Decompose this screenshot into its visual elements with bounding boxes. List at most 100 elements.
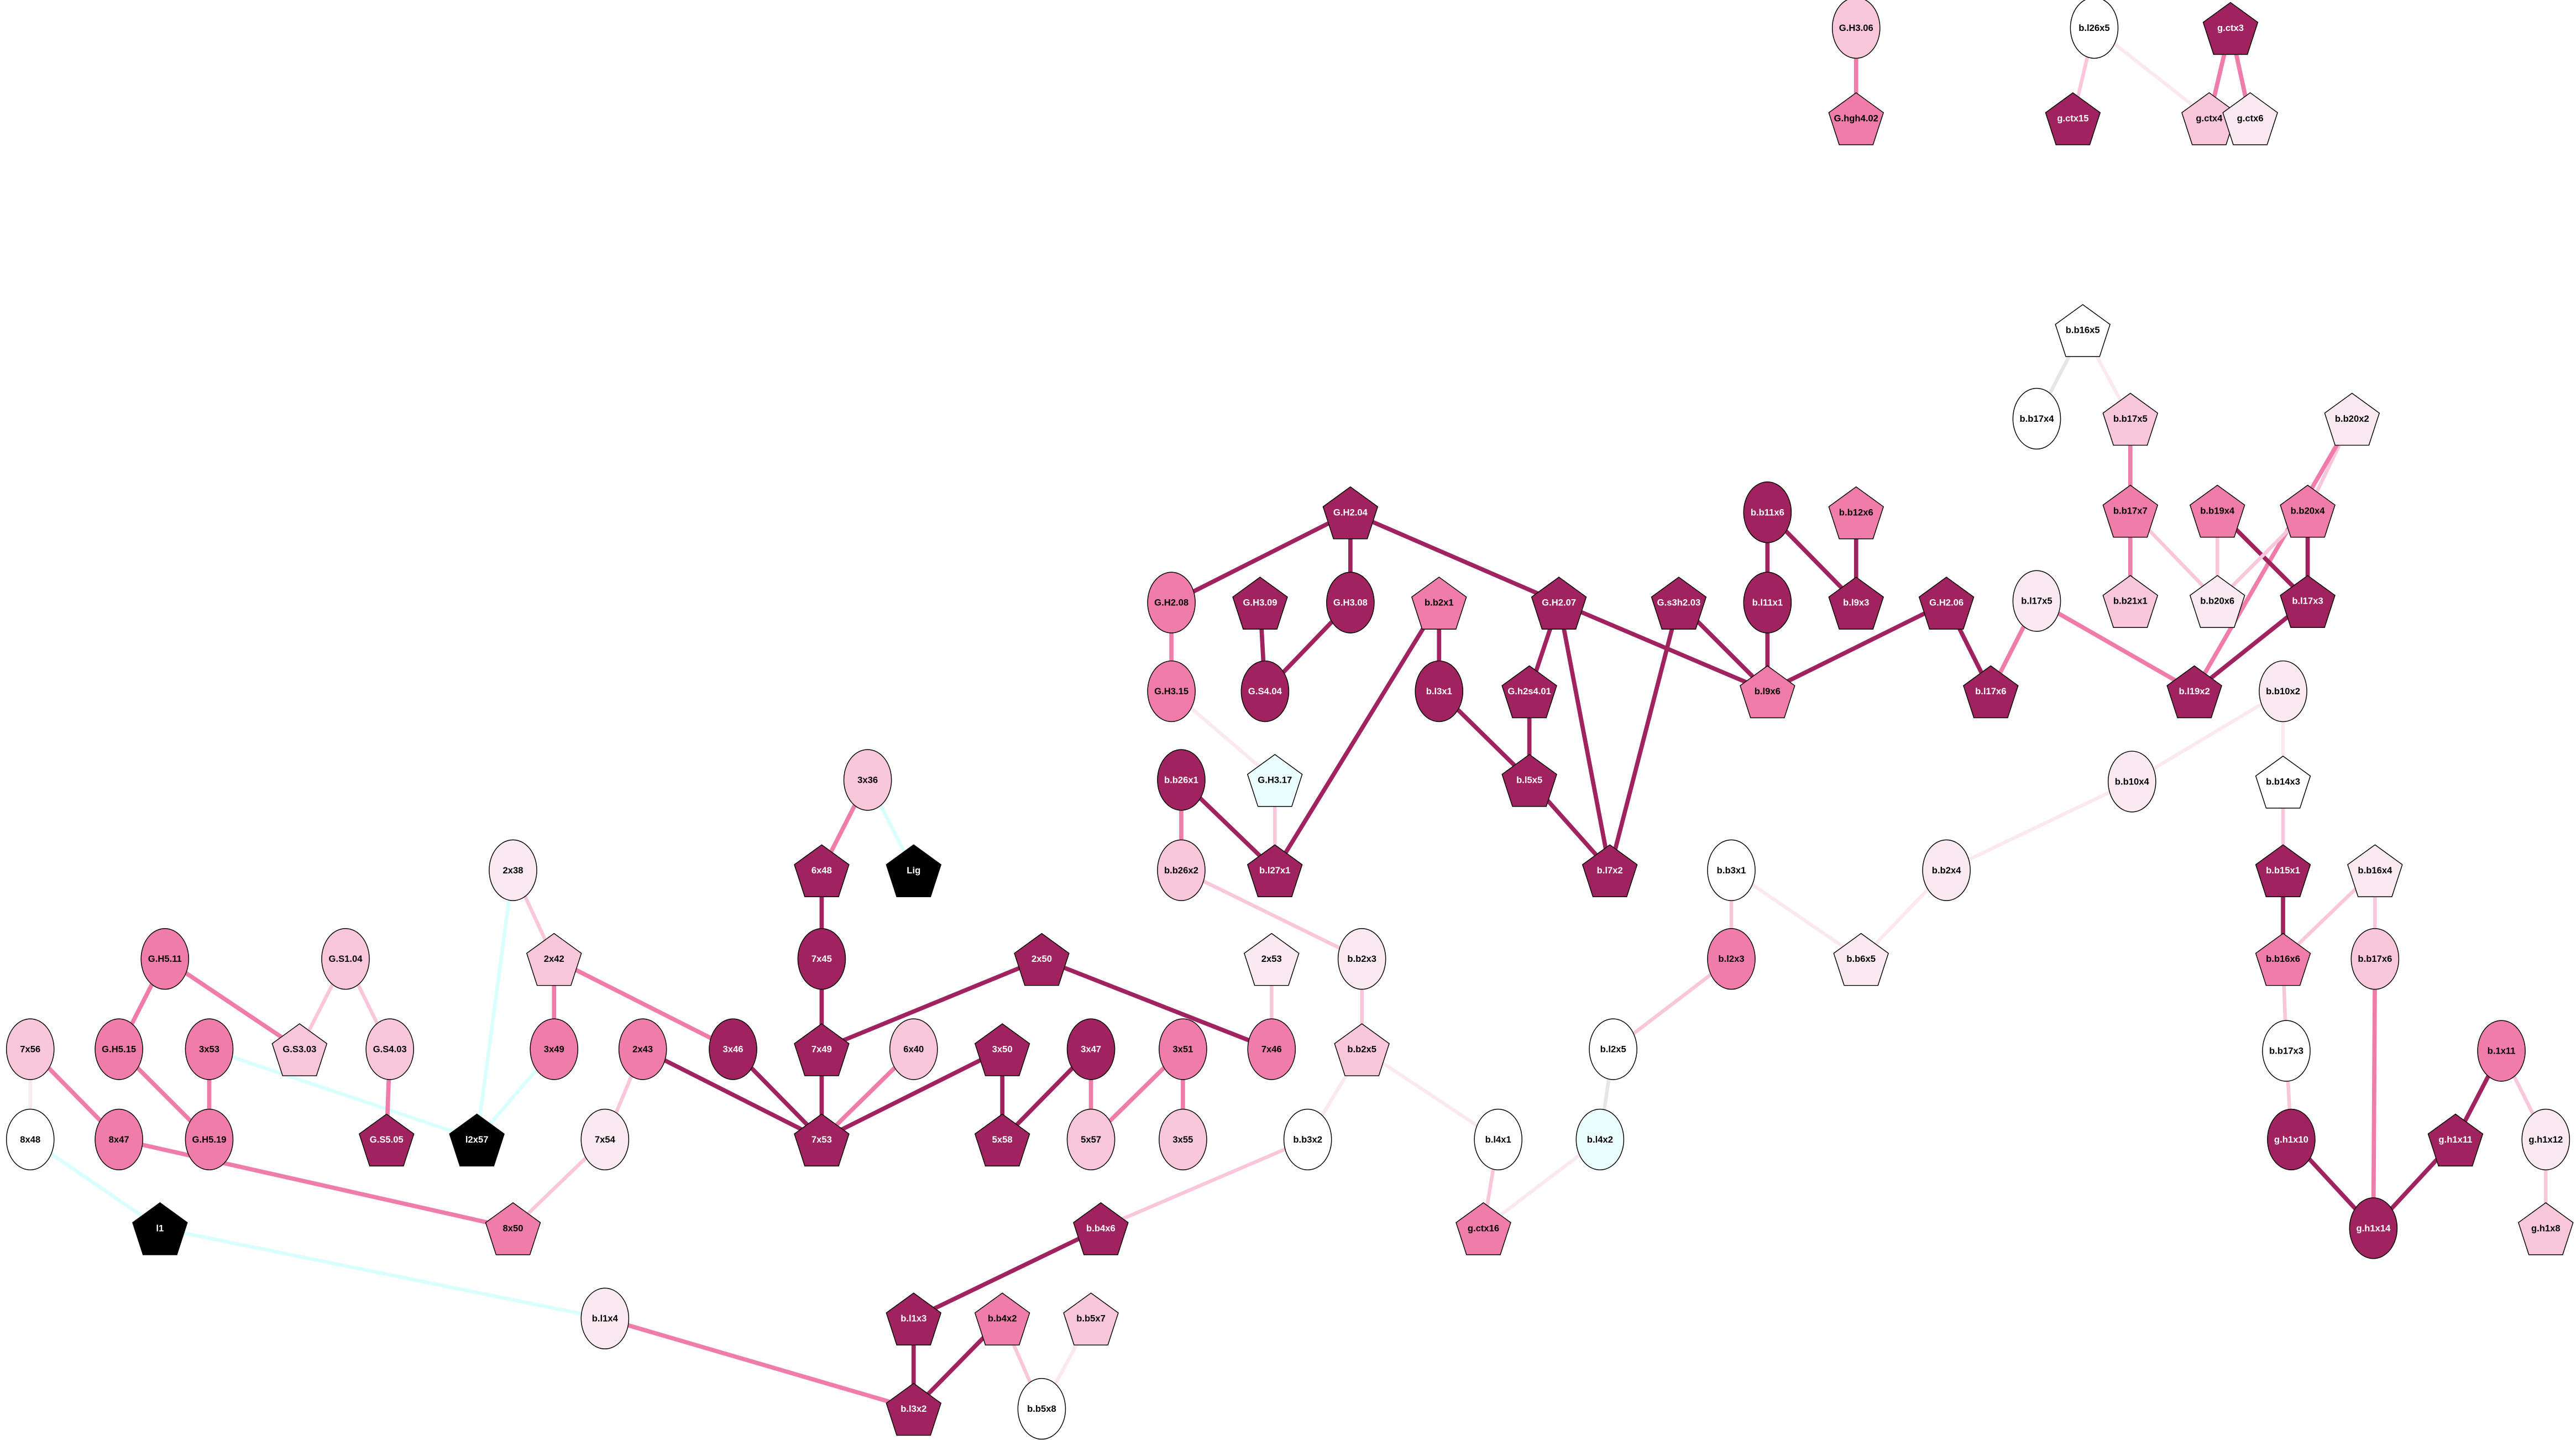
node-7x45[interactable]: 7x45 xyxy=(797,928,846,990)
node-g-ctx3[interactable]: g.ctx3 xyxy=(2202,2,2259,55)
node-7x46[interactable]: 7x46 xyxy=(1247,1018,1296,1080)
node-2x53[interactable]: 2x53 xyxy=(1243,933,1300,986)
node-7x56[interactable]: 7x56 xyxy=(6,1018,55,1080)
node-g-h5-15[interactable]: G.H5.15 xyxy=(95,1018,143,1080)
node-b-l9x3[interactable]: b.l9x3 xyxy=(1828,577,1884,630)
node-g-ctx16[interactable]: g.ctx16 xyxy=(1455,1202,1511,1255)
node-g-s3h2-03[interactable]: G.s3h2.03 xyxy=(1651,577,1707,630)
node-g-h1x8[interactable]: g.h1x8 xyxy=(2517,1202,2574,1255)
node-2x42[interactable]: 2x42 xyxy=(526,933,582,986)
node-b-b14x3[interactable]: b.b14x3 xyxy=(2255,755,2311,809)
node-3x49[interactable]: 3x49 xyxy=(530,1018,579,1080)
node-g-h1x11[interactable]: g.h1x11 xyxy=(2427,1113,2484,1167)
node-7x49[interactable]: 7x49 xyxy=(794,1023,850,1076)
node-g-h2-06[interactable]: G.H2.06 xyxy=(1918,577,1975,630)
node-3x47[interactable]: 3x47 xyxy=(1066,1018,1116,1080)
node-g-h2s4-01[interactable]: G.h2s4.01 xyxy=(1501,665,1557,719)
node-3x46[interactable]: 3x46 xyxy=(709,1018,757,1080)
node-5x58[interactable]: 5x58 xyxy=(974,1113,1030,1167)
node-8x50[interactable]: 8x50 xyxy=(485,1202,541,1255)
node-g-h3-17[interactable]: G.H3.17 xyxy=(1247,753,1303,807)
node-g-ctx15[interactable]: g.ctx15 xyxy=(2045,92,2101,145)
node-5x57[interactable]: 5x57 xyxy=(1066,1108,1116,1171)
node-b-b21x1[interactable]: b.b21x1 xyxy=(2102,575,2159,628)
node-b-b16x6[interactable]: b.b16x6 xyxy=(2255,933,2311,986)
node-2x38[interactable]: 2x38 xyxy=(489,839,537,901)
node-b-l17x3[interactable]: b.l17x3 xyxy=(2280,575,2336,628)
node-b-l4x2[interactable]: b.l4x2 xyxy=(1575,1108,1625,1171)
node-b-b4x6[interactable]: b.b4x6 xyxy=(1073,1202,1129,1255)
node-b-b12x6[interactable]: b.b12x6 xyxy=(1828,486,1884,540)
node-g-h2-07[interactable]: G.H2.07 xyxy=(1531,577,1587,630)
node-b-l19x2[interactable]: b.l19x2 xyxy=(2166,665,2222,719)
node-7x53[interactable]: 7x53 xyxy=(794,1113,850,1167)
node-7x54[interactable]: 7x54 xyxy=(580,1108,630,1171)
node-3x55[interactable]: 3x55 xyxy=(1159,1108,1207,1171)
node-b-b26x1[interactable]: b.b26x1 xyxy=(1157,749,1206,811)
node-g-h1x14[interactable]: g.h1x14 xyxy=(2349,1197,2398,1259)
node-b-l3x1[interactable]: b.l3x1 xyxy=(1415,660,1464,722)
node-b-b10x4[interactable]: b.b10x4 xyxy=(2107,751,2156,813)
node-6x40[interactable]: 6x40 xyxy=(889,1018,938,1080)
node-3x51[interactable]: 3x51 xyxy=(1159,1018,1207,1080)
node-l1[interactable]: l1 xyxy=(132,1202,188,1255)
node-b-l27x1[interactable]: b.l27x1 xyxy=(1247,844,1303,898)
node-g-s5-05[interactable]: G.S5.05 xyxy=(358,1113,415,1167)
node-b-l9x6[interactable]: b.l9x6 xyxy=(1740,665,1795,719)
node-g-h5-11[interactable]: G.H5.11 xyxy=(140,928,190,990)
node-b-b3x1[interactable]: b.b3x1 xyxy=(1707,839,1756,901)
node-b-b3x2[interactable]: b.b3x2 xyxy=(1283,1108,1332,1171)
node-b-l1x4[interactable]: b.l1x4 xyxy=(580,1287,630,1349)
node-l2x57[interactable]: l2x57 xyxy=(449,1113,505,1167)
node-g-h3-09[interactable]: G.H3.09 xyxy=(1232,577,1288,630)
node-3x50[interactable]: 3x50 xyxy=(974,1023,1030,1076)
node-b-b11x6[interactable]: b.b11x6 xyxy=(1743,481,1792,543)
node-b-l3x2[interactable]: b.l3x2 xyxy=(886,1383,942,1436)
node-b-l1x3[interactable]: b.l1x3 xyxy=(886,1292,942,1345)
node-b-b17x3[interactable]: b.b17x3 xyxy=(2262,1020,2311,1082)
node-b-b16x5[interactable]: b.b16x5 xyxy=(2055,304,2111,357)
node-3x53[interactable]: 3x53 xyxy=(185,1018,234,1080)
node-g-hgh4-02[interactable]: G.hgh4.02 xyxy=(1828,92,1884,145)
node-g-h3-08[interactable]: G.H3.08 xyxy=(1326,572,1375,633)
node-b-b17x7[interactable]: b.b17x7 xyxy=(2102,484,2159,538)
node-g-s1-04[interactable]: G.S1.04 xyxy=(321,928,370,990)
node-b-l5x5[interactable]: b.l5x5 xyxy=(1501,753,1557,807)
node-g-s4-03[interactable]: G.S4.03 xyxy=(365,1018,415,1080)
node-6x48[interactable]: 6x48 xyxy=(794,844,850,898)
node-b-l2x5[interactable]: b.l2x5 xyxy=(1589,1018,1637,1080)
node-b-b26x2[interactable]: b.b26x2 xyxy=(1157,839,1206,901)
node-b-b16x4[interactable]: b.b16x4 xyxy=(2347,844,2403,898)
node-g-ctx6[interactable]: g.ctx6 xyxy=(2222,92,2278,145)
node-b-b2x4[interactable]: b.b2x4 xyxy=(1922,839,1971,901)
node-b-b20x6[interactable]: b.b20x6 xyxy=(2189,575,2245,628)
node-2x43[interactable]: 2x43 xyxy=(618,1018,667,1080)
node-2x50[interactable]: 2x50 xyxy=(1014,933,1070,986)
node-b-1x11[interactable]: b.1x11 xyxy=(2477,1020,2526,1082)
node-g-s3-03[interactable]: G.S3.03 xyxy=(271,1023,328,1076)
node-b-b17x4[interactable]: b.b17x4 xyxy=(2012,388,2061,450)
node-b-b17x5[interactable]: b.b17x5 xyxy=(2102,392,2159,446)
node-8x47[interactable]: 8x47 xyxy=(95,1108,143,1171)
node-g-h1x12[interactable]: g.h1x12 xyxy=(2521,1108,2570,1171)
node-b-b19x4[interactable]: b.b19x4 xyxy=(2189,484,2245,538)
node-8x48[interactable]: 8x48 xyxy=(6,1108,55,1171)
node-g-h3-06[interactable]: G.H3.06 xyxy=(1831,0,1881,59)
node-b-b4x2[interactable]: b.b4x2 xyxy=(974,1292,1030,1345)
node-b-l7x2[interactable]: b.l7x2 xyxy=(1582,844,1638,898)
node-g-h2-04[interactable]: G.H2.04 xyxy=(1322,486,1379,540)
node-lig[interactable]: Lig xyxy=(886,844,942,898)
node-b-l26x5[interactable]: b.l26x5 xyxy=(2070,0,2119,59)
node-b-b20x2[interactable]: b.b20x2 xyxy=(2324,392,2380,446)
node-g-h1x10[interactable]: g.h1x10 xyxy=(2267,1108,2316,1171)
node-g-h5-19[interactable]: G.H5.19 xyxy=(185,1108,234,1171)
node-b-l4x1[interactable]: b.l4x1 xyxy=(1474,1108,1523,1171)
node-g-s4-04[interactable]: G.S4.04 xyxy=(1240,660,1290,722)
node-b-b5x8[interactable]: b.b5x8 xyxy=(1017,1378,1066,1440)
node-b-b20x4[interactable]: b.b20x4 xyxy=(2280,484,2336,538)
node-b-b6x5[interactable]: b.b6x5 xyxy=(1833,933,1889,986)
node-b-l17x5[interactable]: b.l17x5 xyxy=(2012,570,2061,632)
node-b-b2x5[interactable]: b.b2x5 xyxy=(1334,1023,1390,1076)
node-b-b15x1[interactable]: b.b15x1 xyxy=(2255,844,2311,898)
node-g-h2-08[interactable]: G.H2.08 xyxy=(1147,572,1196,633)
